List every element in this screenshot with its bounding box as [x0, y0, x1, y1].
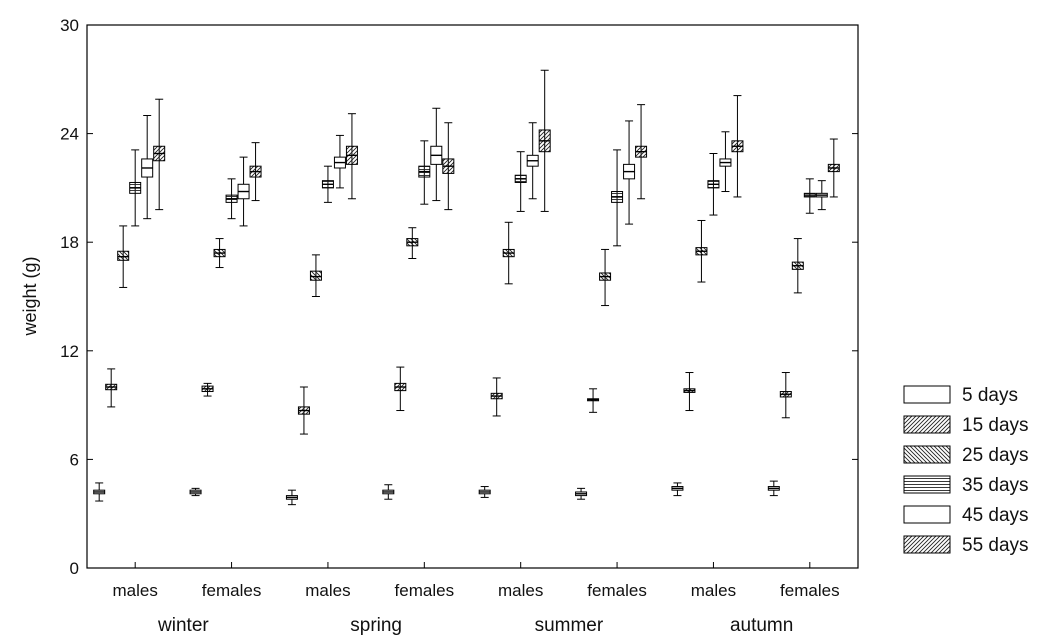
box-35-days-group-0 [129, 149, 142, 227]
legend-label: 35 days [962, 475, 1029, 496]
legend-label: 15 days [962, 415, 1029, 436]
box-35-days-group-7 [803, 178, 816, 214]
box-45-days-group-5 [623, 120, 636, 225]
box-15-days-group-4 [490, 377, 503, 417]
box-rect [117, 250, 130, 261]
box-45-days-group-3 [430, 107, 443, 202]
box-55-days-group-1 [249, 142, 262, 202]
box-5-days-group-2 [285, 489, 298, 506]
box-25-days-group-0 [117, 225, 130, 288]
box-5-days-group-1 [189, 487, 202, 497]
legend-swatch [903, 445, 951, 464]
box-25-days-group-4 [502, 221, 515, 285]
y-tick-label: 6 [70, 450, 79, 469]
legend-label: 5 days [962, 385, 1018, 406]
y-axis-label: weight (g) [20, 256, 40, 336]
y-tick-label: 18 [60, 233, 79, 252]
box-15-days-group-7 [779, 372, 792, 419]
y-tick-label: 0 [70, 559, 79, 578]
box-15-days-group-0 [105, 368, 118, 408]
legend-swatch [903, 535, 951, 554]
legend-label: 45 days [962, 505, 1029, 526]
box-45-days-group-1 [237, 156, 250, 227]
x-axis-season-labels: winter spring summer autumn [157, 615, 793, 636]
legend: 5 days 15 days 25 days 35 days 45 days 55 day… [903, 385, 1029, 556]
box-45-days-group-0 [141, 115, 154, 220]
box-5-days-group-7 [767, 480, 780, 497]
box-5-days-group-3 [382, 484, 395, 500]
box-35-days-group-1 [225, 178, 238, 220]
legend-label: 55 days [962, 535, 1029, 556]
box-45-days-group-4 [526, 122, 539, 200]
box-5-days-group-5 [575, 487, 588, 500]
box-5-days-group-4 [478, 486, 491, 498]
box-rect [309, 270, 322, 281]
box-25-days-group-1 [213, 238, 226, 269]
legend-label: 25 days [962, 445, 1029, 466]
box-5-days-group-6 [671, 482, 684, 497]
box-45-days-group-6 [719, 131, 732, 193]
legend-swatch [903, 385, 951, 404]
box-15-days-group-5 [587, 388, 600, 413]
legend-swatch [903, 505, 951, 524]
box-25-days-group-7 [791, 238, 804, 294]
season-label: summer [535, 615, 604, 636]
x-group-label: females [780, 581, 840, 600]
plot-frame [86, 24, 859, 569]
box-35-days-group-5 [611, 149, 624, 247]
x-group-label: females [587, 581, 647, 600]
box-55-days-group-6 [731, 95, 744, 198]
x-group-label: males [305, 581, 350, 600]
box-25-days-group-6 [695, 219, 708, 283]
y-tick-label: 24 [60, 125, 79, 144]
box-5-days-group-0 [93, 482, 106, 502]
box-55-days-group-4 [538, 69, 551, 212]
x-group-label: females [202, 581, 262, 600]
x-group-label: females [395, 581, 455, 600]
legend-swatch [903, 415, 951, 434]
y-axis: 0 6 12 18 24 30 [60, 16, 858, 578]
box-55-days-group-5 [635, 104, 648, 200]
season-label: autumn [730, 615, 793, 636]
box-15-days-group-3 [394, 366, 407, 412]
box-25-days-group-5 [599, 248, 612, 307]
box-35-days-group-4 [514, 151, 527, 212]
box-55-days-group-0 [153, 98, 166, 211]
x-group-label: males [113, 581, 158, 600]
legend-swatch [903, 475, 951, 494]
box-35-days-group-3 [418, 140, 431, 205]
x-group-label: males [691, 581, 736, 600]
x-group-label: males [498, 581, 543, 600]
season-label: winter [157, 615, 209, 636]
box-55-days-group-7 [827, 138, 840, 198]
box-55-days-group-3 [442, 122, 455, 211]
box-45-days-group-2 [333, 134, 346, 189]
box-35-days-group-6 [707, 153, 720, 216]
box-15-days-group-2 [297, 386, 310, 435]
y-tick-label: 30 [60, 16, 79, 35]
y-tick-label: 12 [60, 342, 79, 361]
box-55-days-group-2 [345, 113, 358, 200]
box-25-days-group-3 [406, 227, 419, 259]
box-15-days-group-1 [201, 382, 214, 397]
boxes-layer [93, 69, 840, 506]
season-label: spring [350, 615, 402, 636]
box-25-days-group-2 [309, 254, 322, 297]
box-15-days-group-6 [683, 372, 696, 412]
box-35-days-group-2 [321, 165, 334, 203]
x-axis-group-labels: males females males females males females male… [113, 562, 840, 600]
box-45-days-group-7 [815, 180, 828, 211]
